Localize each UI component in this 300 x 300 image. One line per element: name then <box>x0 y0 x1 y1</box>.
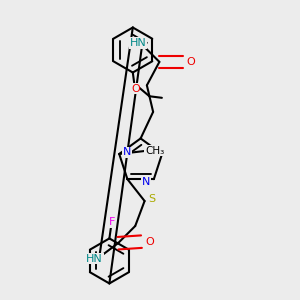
Text: HN: HN <box>130 38 146 48</box>
Text: HN: HN <box>86 254 103 264</box>
Text: N: N <box>142 177 150 187</box>
Text: F: F <box>109 217 115 227</box>
Text: N: N <box>148 146 157 157</box>
Text: CH₃: CH₃ <box>145 146 164 156</box>
Text: O: O <box>131 84 140 94</box>
Text: S: S <box>148 194 155 205</box>
Text: O: O <box>186 57 195 67</box>
Text: O: O <box>145 237 154 247</box>
Text: N: N <box>123 147 131 158</box>
